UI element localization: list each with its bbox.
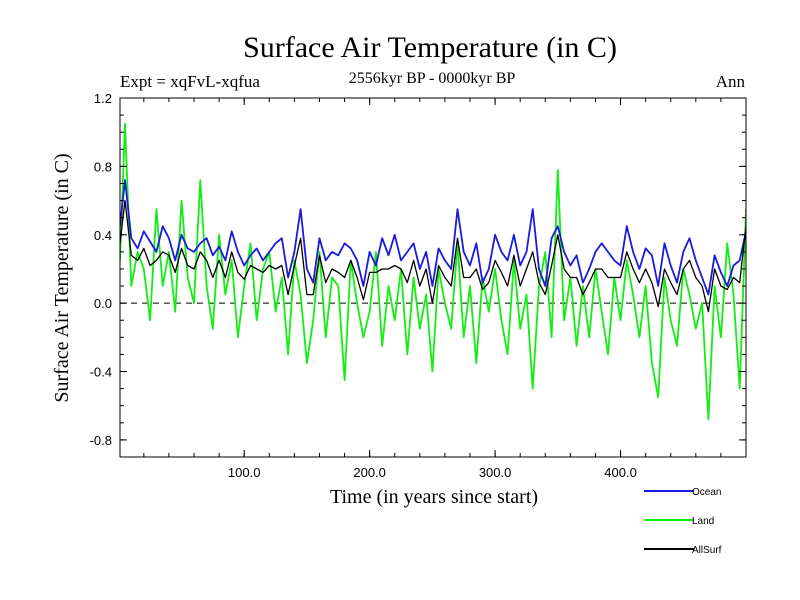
x-tick-label: 400.0 [604,465,637,480]
axes-layer: -0.8 -0.4 0.0 0.4 0.8 1.2 100.0 200.0 300.0 400.0 [90,91,747,480]
legend-label-allsurf: AllSurf [692,545,722,556]
y-tick-label: 0.4 [94,228,112,243]
series-line-allsurf [120,199,746,313]
chart-subtitle: 2556kyr BP - 0000kyr BP [349,70,516,87]
y-tick-label: 0.0 [94,296,112,311]
x-tick-label: 200.0 [353,465,386,480]
series-line-ocean [120,179,746,296]
y-tick-label: -0.4 [90,365,112,380]
y-tick-label: 1.2 [94,91,112,106]
series-line-land [120,122,746,421]
legend: Ocean Land AllSurf [644,487,722,556]
x-axis-label: Time (in years since start) [330,486,538,508]
chart-title: Surface Air Temperature (in C) [243,31,617,64]
plot-frame [119,97,747,458]
legend-label-land: Land [692,516,714,527]
x-tick-label: 300.0 [479,465,512,480]
y-tick-label: -0.8 [90,433,112,448]
season-label: Ann [716,72,746,91]
y-axis-label: Surface Air Temperature (in C) [51,153,73,402]
legend-label-ocean: Ocean [692,487,721,498]
experiment-label: Expt = xqFvL-xqfua [120,72,260,91]
y-tick-label: 0.8 [94,159,112,174]
x-tick-label: 100.0 [228,465,261,480]
series-layer [120,122,746,421]
